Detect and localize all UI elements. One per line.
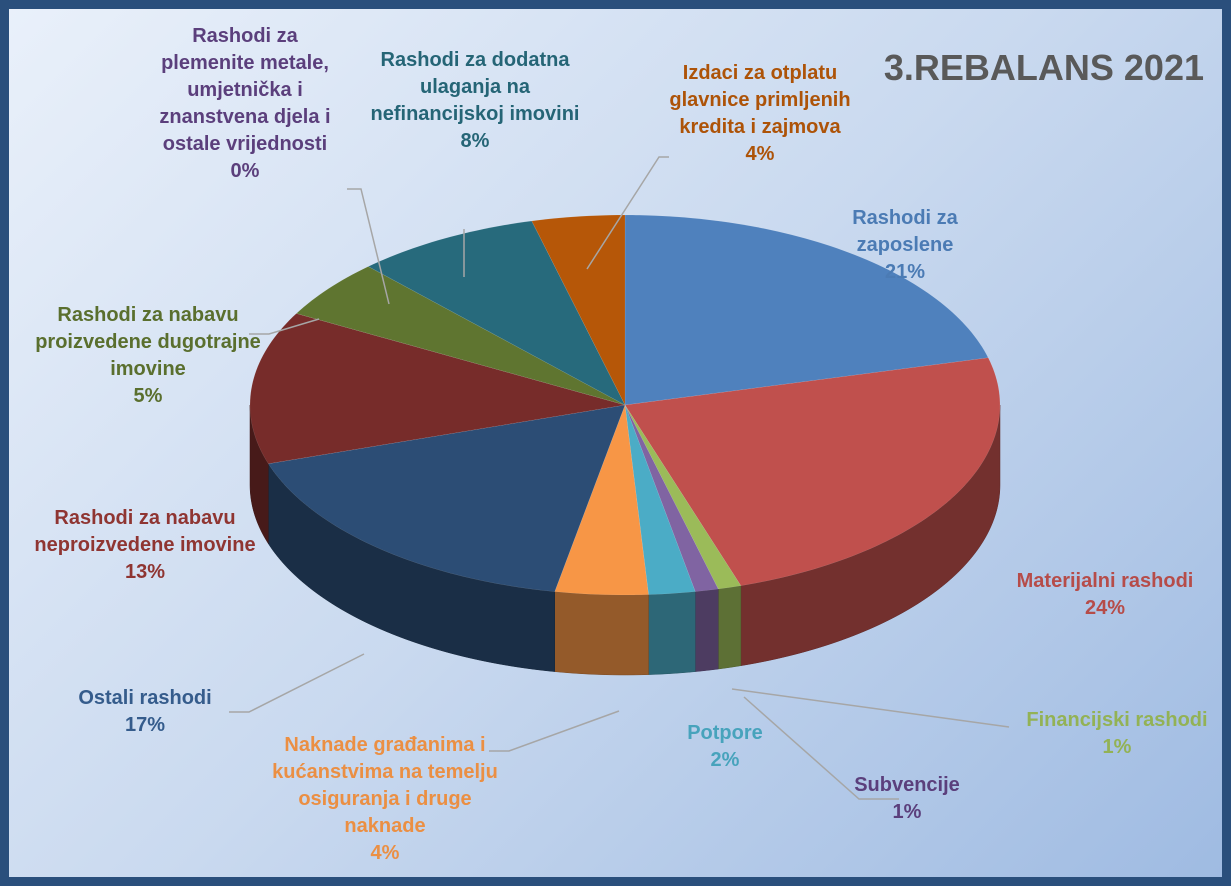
value-label: 17% <box>124 714 166 736</box>
category-label: Rashodi za nabavu proizvedene dugotrajne… <box>35 304 261 380</box>
pie-canvas <box>229 156 1010 800</box>
value-label: 5% <box>133 385 163 407</box>
data-label: Rashodi za nabavu neproizvedene imovine 1… <box>15 505 275 586</box>
data-label: Rashodi za dodatna ulaganja na nefinanci… <box>360 47 590 155</box>
slice <box>531 214 626 406</box>
slice <box>624 404 719 592</box>
category-label: Financijski rashodi <box>1026 709 1208 731</box>
leader-line <box>229 653 365 713</box>
leader-line <box>347 188 390 305</box>
slice <box>624 357 1001 586</box>
value-label: 4% <box>370 842 400 864</box>
slice <box>295 266 626 406</box>
slice-side <box>249 404 269 545</box>
category-label: Potpore <box>687 722 763 744</box>
data-label: Ostali rashodi 17% <box>45 685 245 739</box>
value-label: 21% <box>884 261 926 283</box>
category-label: Izdaci za otplatu glavnice primljenih kr… <box>669 62 851 138</box>
slice-side <box>648 591 696 675</box>
data-label: Rashodi za nabavu proizvedene dugotrajne… <box>23 302 273 410</box>
data-label: Subvencije 1% <box>837 772 977 826</box>
slice <box>554 404 649 596</box>
value-label: 13% <box>124 561 166 583</box>
data-label: Financijski rashodi 1% <box>997 707 1222 761</box>
value-label: 24% <box>1084 597 1126 619</box>
leader-line <box>489 710 620 752</box>
data-label: Materijalni rashodi 24% <box>990 568 1220 622</box>
slice-side <box>718 585 742 670</box>
category-label: Materijalni rashodi <box>1016 570 1194 592</box>
value-label: 2% <box>710 749 740 771</box>
value-label: 1% <box>1102 736 1132 758</box>
slice <box>249 313 626 464</box>
chart-title: 3.REBALANS 2021 <box>883 47 1204 88</box>
slice-side <box>695 588 719 672</box>
value-label: 4% <box>745 143 775 165</box>
data-label: Rashodi za plemenite metale, umjetnička … <box>145 23 345 185</box>
slice <box>624 404 696 595</box>
leader-line <box>249 318 320 335</box>
leader-line <box>743 696 899 800</box>
category-label: Naknade građanima i kućanstvima na temel… <box>272 734 498 837</box>
value-label: 8% <box>460 130 490 152</box>
value-label: 1% <box>892 801 922 823</box>
category-label: Subvencije <box>854 774 960 796</box>
data-label: Rashodi za zaposlene 21% <box>830 205 980 286</box>
slice-side <box>554 591 649 676</box>
leader-line <box>731 688 1010 728</box>
slice <box>624 214 989 406</box>
leader-line <box>586 156 669 270</box>
value-label: 0% <box>230 160 260 182</box>
category-label: Ostali rashodi <box>78 687 212 709</box>
category-label: Rashodi za plemenite metale, umjetnička … <box>159 25 331 155</box>
slice <box>367 220 626 406</box>
slice <box>267 404 626 592</box>
data-label: Izdaci za otplatu glavnice primljenih kr… <box>640 60 880 168</box>
category-label: Rashodi za nabavu neproizvedene imovine <box>34 507 256 556</box>
data-label: Naknade građanima i kućanstvima na temel… <box>255 732 515 867</box>
data-label: Potpore 2% <box>675 720 775 774</box>
category-label: Rashodi za zaposlene <box>852 207 958 256</box>
slice <box>624 404 742 590</box>
category-label: Rashodi za dodatna ulaganja na nefinanci… <box>370 49 580 125</box>
